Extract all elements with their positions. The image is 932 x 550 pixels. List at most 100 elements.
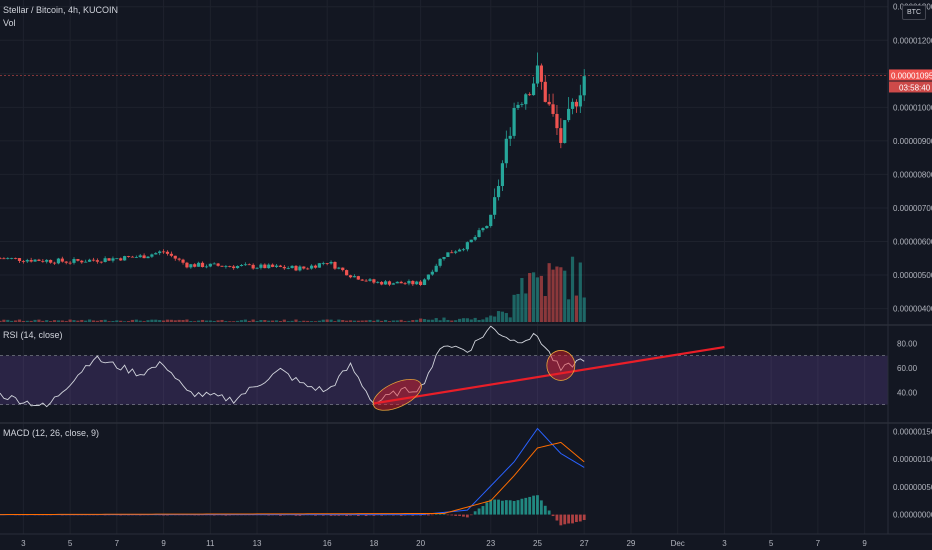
candle-body (247, 264, 251, 266)
macd-histogram-bar (314, 514, 317, 516)
macd-histogram-bar (356, 514, 360, 517)
macd-legend[interactable]: MACD (12, 26, close, 9) (3, 428, 100, 438)
rsi-line (0, 325, 585, 408)
candle-body (72, 259, 76, 263)
candle-body (29, 260, 33, 262)
date-axis[interactable]: 3 5 7 9 11 13 16 18 20 23 25 27 29 Dec 3 5 7 9 (21, 539, 867, 548)
volume-bar (247, 320, 251, 322)
volume-bar (485, 317, 489, 322)
macd-histogram-bar (430, 514, 434, 516)
price-tick-label: 0.00000400 (893, 305, 932, 314)
date-tick-label: 9 (862, 539, 867, 548)
rsi-legend[interactable]: RSI (14, close) (3, 330, 63, 340)
candle-body (539, 65, 543, 82)
volume-bar (95, 320, 99, 322)
candle-body (567, 108, 571, 121)
candle-body (395, 281, 399, 284)
volume-bar (446, 319, 450, 322)
volume-bar (325, 319, 329, 322)
candle-body (216, 263, 220, 266)
volume-bar (142, 321, 146, 322)
volume-bar (380, 320, 384, 322)
candle-body (306, 268, 310, 270)
volume-bar (119, 320, 123, 322)
macd-axis[interactable]: 0.00000150 0.00000100 0.00000050 0.00000000 (893, 427, 932, 519)
candle-body (582, 76, 586, 96)
candlesticks[interactable] (0, 52, 586, 287)
macd-indicator[interactable] (0, 427, 586, 526)
volume-legend[interactable]: Vol (3, 18, 16, 28)
candle-body (512, 108, 516, 136)
candle-body (204, 266, 209, 268)
rsi-indicator[interactable] (0, 325, 725, 417)
date-tick-label: 13 (253, 539, 262, 548)
candle-body (220, 265, 224, 267)
candle-body (399, 281, 403, 284)
candle-body (403, 283, 407, 285)
candle-body (239, 265, 244, 266)
candle-body (481, 228, 485, 231)
volume-bar (228, 321, 232, 322)
candle-body (154, 253, 158, 255)
candle-body (119, 258, 123, 261)
rsi-band (0, 355, 888, 405)
volume-bar (111, 321, 115, 322)
volume-bar (130, 319, 135, 322)
macd-histogram-bar (481, 506, 485, 515)
candle-body (450, 252, 454, 254)
volume-bar (321, 319, 325, 322)
volume-bar (45, 320, 49, 322)
candle-body (520, 104, 524, 105)
symbol-title[interactable]: Stellar / Bitcoin, 4h, KUCOIN (3, 5, 119, 15)
volume-bar (368, 319, 372, 322)
candle-body (457, 249, 462, 252)
volume-bar (154, 319, 158, 322)
volume-bar (555, 266, 559, 322)
macd-histogram-bar (516, 500, 520, 515)
candle-body (504, 138, 508, 164)
candle-body (461, 249, 466, 251)
candle-body (555, 113, 559, 129)
macd-histogram-bar (427, 514, 430, 516)
volume-bar (512, 294, 516, 322)
macd-histogram-bar (337, 514, 341, 516)
candle-body (278, 265, 283, 267)
volume-bar (134, 319, 138, 322)
volume-bar (531, 272, 536, 322)
volume-bar (99, 320, 103, 322)
volume-bar (255, 320, 259, 322)
candle-body (298, 266, 302, 271)
volume-bar (146, 320, 150, 322)
candle-body (493, 197, 497, 215)
volume-bar (123, 321, 127, 322)
candle-body (387, 281, 392, 285)
volume-bar (13, 320, 18, 322)
price-tick-label: 0.00000600 (893, 238, 932, 247)
candle-body (309, 265, 314, 269)
candle-body (286, 268, 290, 269)
volume-bar (290, 320, 294, 322)
date-tick-label: 5 (68, 539, 73, 548)
rsi-tick-label: 40.00 (897, 388, 918, 397)
rsi-axis[interactable]: 80.00 60.00 40.00 (897, 339, 918, 397)
macd-histogram-bar (539, 500, 543, 515)
macd-histogram-bar (532, 495, 535, 515)
rsi-highlight-ellipse (372, 378, 422, 411)
candle-body (446, 252, 450, 257)
candle-body (372, 279, 376, 283)
currency-badge[interactable]: BTC (902, 5, 926, 20)
candle-body (37, 259, 41, 261)
volume-bar (278, 321, 283, 322)
macd-histogram-bar (555, 514, 559, 521)
candle-body (407, 280, 411, 284)
volume-bar (391, 320, 395, 322)
macd-histogram-bar (485, 502, 489, 515)
volume-bar (383, 319, 388, 322)
candle-body (2, 258, 6, 260)
volume-bar (29, 320, 33, 322)
volume-bar (200, 319, 205, 322)
volume-bar (72, 320, 76, 322)
date-tick-label: 29 (626, 539, 635, 548)
volume-bar (10, 320, 14, 322)
